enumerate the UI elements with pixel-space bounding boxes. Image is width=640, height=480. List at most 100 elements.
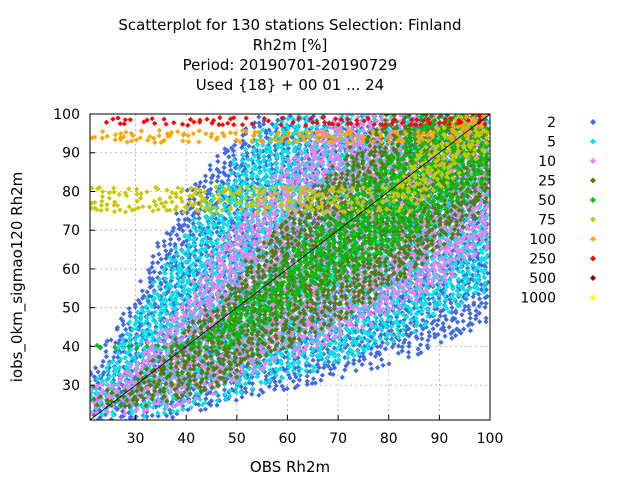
data-point: [208, 281, 214, 287]
data-point: [197, 227, 203, 233]
data-point: [310, 114, 317, 119]
data-point: [254, 173, 260, 180]
data-point: [289, 115, 295, 121]
data-point: [138, 377, 144, 383]
data-point: [267, 360, 273, 367]
data-point: [295, 165, 301, 171]
data-point: [203, 214, 209, 220]
data-point: [298, 137, 304, 143]
data-point: [274, 152, 280, 158]
data-point: [134, 318, 140, 324]
data-point: [95, 369, 101, 375]
data-point: [290, 378, 296, 384]
data-point: [227, 160, 234, 166]
data-point: [157, 330, 163, 336]
data-point: [149, 283, 155, 289]
data-point: [162, 270, 168, 276]
data-point: [310, 368, 316, 374]
data-point: [104, 365, 110, 371]
data-point: [116, 358, 123, 364]
data-point: [221, 230, 227, 236]
data-point: [168, 284, 174, 290]
data-point: [289, 264, 295, 270]
data-point: [215, 174, 221, 180]
data-point: [299, 130, 305, 136]
data-point: [264, 144, 270, 150]
data-point: [159, 299, 165, 305]
data-point: [150, 334, 156, 340]
data-point: [163, 262, 169, 268]
data-point: [191, 261, 197, 267]
data-point: [146, 267, 152, 273]
data-point: [256, 392, 262, 398]
data-point: [146, 399, 152, 405]
data-point: [231, 346, 237, 352]
data-point: [90, 369, 93, 375]
data-point: [459, 278, 465, 284]
data-point: [96, 407, 103, 413]
data-point: [277, 216, 283, 222]
data-point: [173, 246, 179, 252]
data-point: [275, 367, 281, 373]
data-point: [257, 148, 263, 154]
data-point: [115, 345, 121, 351]
data-point: [286, 161, 292, 167]
data-point: [198, 291, 204, 297]
data-point: [174, 232, 180, 238]
data-point: [94, 390, 100, 396]
data-point: [239, 394, 245, 400]
data-point: [203, 178, 209, 184]
data-point: [137, 278, 144, 284]
data-point: [150, 298, 156, 304]
data-point: [153, 327, 159, 333]
data-point: [452, 333, 459, 339]
data-point: [459, 211, 465, 217]
data-point: [277, 378, 283, 385]
data-point: [158, 307, 164, 313]
data-point: [461, 307, 467, 313]
data-point: [443, 271, 449, 277]
data-point: [292, 345, 298, 351]
data-point: [302, 149, 308, 155]
data-point: [309, 312, 315, 318]
data-point: [257, 170, 263, 176]
data-point: [252, 153, 258, 159]
data-point: [291, 342, 297, 348]
data-point: [449, 309, 455, 315]
data-point: [314, 361, 321, 368]
data-point: [280, 127, 286, 133]
data-point: [263, 377, 269, 383]
data-point: [413, 333, 419, 340]
data-point: [304, 239, 310, 245]
data-point: [203, 338, 209, 344]
data-point: [209, 375, 215, 381]
data-point: [246, 143, 252, 149]
data-point: [237, 176, 243, 182]
data-point: [191, 280, 197, 286]
data-point: [273, 383, 279, 389]
data-point: [304, 341, 310, 347]
data-point: [146, 403, 152, 409]
data-point: [158, 324, 164, 331]
data-point: [167, 231, 173, 237]
data-point: [138, 322, 144, 328]
data-point: [211, 247, 217, 253]
data-point: [233, 341, 239, 347]
data-point: [257, 164, 263, 170]
data-point: [209, 322, 215, 328]
data-point: [476, 261, 482, 267]
data-point: [205, 258, 211, 264]
data-point: [149, 303, 155, 309]
data-point: [155, 275, 161, 281]
data-point: [431, 318, 437, 324]
data-point: [395, 350, 402, 356]
data-point: [111, 377, 117, 383]
data-point: [120, 332, 126, 338]
data-point: [157, 270, 163, 276]
data-point: [466, 307, 472, 313]
data-point: [116, 386, 122, 392]
data-point: [175, 283, 181, 289]
data-point: [197, 255, 203, 261]
data-point: [223, 194, 229, 200]
data-point: [325, 325, 331, 331]
